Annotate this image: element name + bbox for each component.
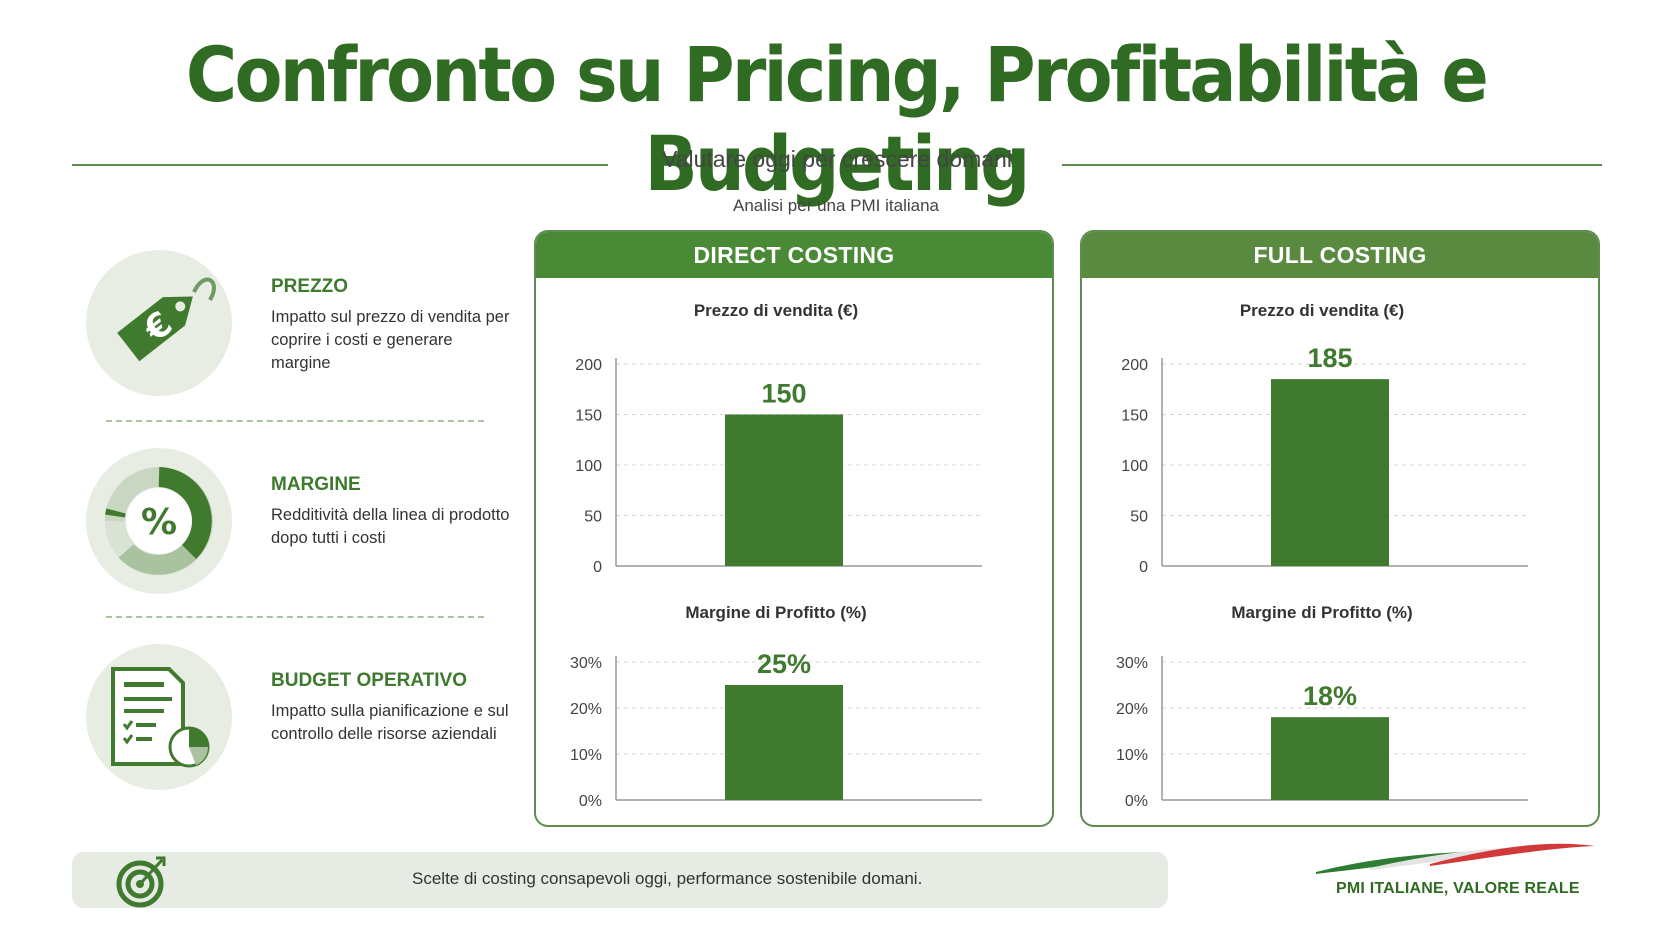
y-tick-label: 10% (570, 747, 602, 764)
y-tick-label: 150 (575, 408, 602, 425)
bar-value-label: 25% (757, 649, 811, 679)
y-tick-label: 10% (1116, 747, 1148, 764)
y-tick-label: 50 (1130, 509, 1148, 526)
brand-text: PMI ITALIANE, VALORE REALE (1336, 880, 1580, 897)
y-tick-label: 30% (1116, 655, 1148, 672)
y-tick-label: 0 (593, 559, 602, 576)
bar-value-label: 18% (1303, 681, 1357, 711)
feature-prezzo: € PREZZO Impatto sul prezzo di vendita p… (86, 250, 509, 400)
y-tick-label: 100 (1121, 458, 1148, 475)
bar (1271, 717, 1389, 800)
y-tick-label: 30% (570, 655, 602, 672)
y-tick-label: 20% (1116, 701, 1148, 718)
feature-budget-operativo: BUDGET OPERATIVO Impatto sulla pianifica… (86, 644, 509, 794)
analysis-note: Analisi per una PMI italiana (732, 196, 939, 215)
bar-value-label: 185 (1307, 343, 1352, 373)
y-tick-label: 0% (1125, 793, 1148, 810)
chart-title: Prezzo di vendita (€) (1240, 301, 1404, 320)
percent-donut-icon: % (86, 448, 232, 594)
feature-divider (106, 420, 484, 422)
panel-charts-direct-costing: Prezzo di vendita (€) 0 50 100 150 200 150 Marg… (570, 301, 982, 810)
bar (1271, 379, 1389, 566)
feature-description: Impatto sulla pianificazione e sul contr… (271, 702, 509, 743)
panel-full-costing: FULL COSTING Prezzo di vendita (€) 0 50 100… (1080, 230, 1600, 827)
panel-direct-costing: DIRECT COSTING Prezzo di vendita (€) 0 50 1… (534, 230, 1054, 827)
y-tick-label: 100 (575, 458, 602, 475)
page-title: Confronto su Pricing, Profitabilità e Bu… (185, 30, 1489, 208)
panel-charts-full-costing: Prezzo di vendita (€) 0 50 100 150 200 185 Marg… (1116, 301, 1528, 810)
brand-logo: PMI ITALIANE, VALORE REALE (1310, 838, 1610, 898)
target-icon (116, 856, 166, 908)
footer-bar: Scelte di costing consapevoli oggi, perf… (72, 852, 1168, 908)
svg-text:%: % (141, 502, 177, 543)
y-tick-label: 50 (584, 509, 602, 526)
chart-title: Prezzo di vendita (€) (694, 301, 858, 320)
y-tick-label: 20% (570, 701, 602, 718)
italian-flag-swoosh-icon (1316, 843, 1595, 874)
feature-description: Impatto sul prezzo di vendita per coprir… (271, 308, 510, 372)
y-tick-label: 200 (1121, 357, 1148, 374)
chart-title: Margine di Profitto (%) (685, 603, 866, 622)
bar-value-label: 150 (761, 379, 806, 409)
subtitle-row: Valutare oggi per crescere domani (72, 146, 1602, 182)
panel-header: FULL COSTING (1082, 232, 1598, 278)
bar (725, 414, 843, 566)
page-subtitle: Valutare oggi per crescere domani (662, 146, 1012, 172)
chart-title: Margine di Profitto (%) (1231, 603, 1412, 622)
feature-divider (106, 616, 484, 618)
feature-margine: % MARGINE Redditività della linea di pro… (86, 448, 510, 598)
footer-text: Scelte di costing consapevoli oggi, perf… (412, 869, 923, 888)
bar (725, 685, 843, 800)
feature-title: BUDGET OPERATIVO (271, 670, 467, 691)
y-tick-label: 0% (579, 793, 602, 810)
y-tick-label: 150 (1121, 408, 1148, 425)
feature-title: MARGINE (271, 474, 361, 495)
feature-description: Redditività della linea di prodotto dopo… (271, 506, 510, 547)
price-tag-euro-icon: € (86, 250, 232, 396)
y-tick-label: 200 (575, 357, 602, 374)
budget-report-icon (86, 644, 232, 790)
y-tick-label: 0 (1139, 559, 1148, 576)
subtitle-rule-right (1062, 164, 1602, 166)
panel-header: DIRECT COSTING (536, 232, 1052, 278)
feature-title: PREZZO (271, 276, 349, 297)
subtitle-rule-left (72, 164, 608, 166)
